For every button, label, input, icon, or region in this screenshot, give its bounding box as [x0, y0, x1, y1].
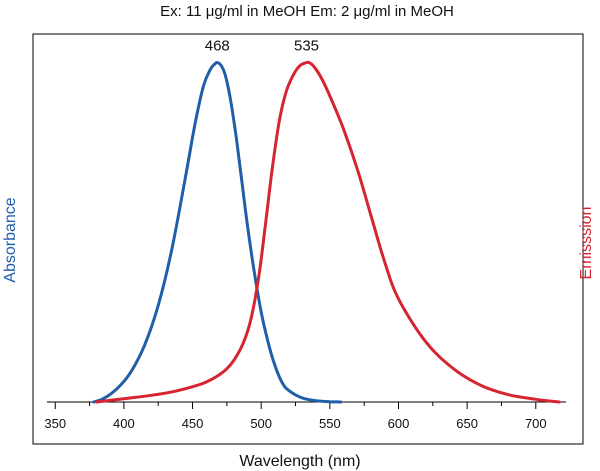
x-tick-label: 600 [388, 416, 410, 431]
absorbance-axis-title: Absorbance [2, 197, 19, 282]
x-axis-title: Wavelength (nm) [239, 453, 360, 470]
emisssion-peak-label: 535 [294, 38, 319, 55]
x-axis-ticks: 350 400 450 500 550 600 650 700 [44, 402, 547, 431]
peak-labels: 468 535 [205, 38, 319, 55]
x-tick-label: 450 [182, 416, 204, 431]
plot-area [32, 33, 584, 445]
absorbance-peak-label: 468 [205, 38, 230, 55]
x-tick-label: 550 [319, 416, 341, 431]
x-tick-label: 400 [113, 416, 135, 431]
x-tick-label: 350 [44, 416, 66, 431]
absorbance-series-line [92, 61, 343, 404]
x-tick-label: 700 [525, 416, 547, 431]
x-tick-label: 500 [250, 416, 272, 431]
emission-axis-title: Emisssion [578, 207, 595, 280]
series-layer [92, 60, 561, 404]
emisssion-series-line [94, 60, 561, 404]
x-tick-label: 650 [456, 416, 478, 431]
chart-title: Ex: 11 μg/ml in MeOH Em: 2 μg/ml in MeOH [160, 3, 454, 20]
